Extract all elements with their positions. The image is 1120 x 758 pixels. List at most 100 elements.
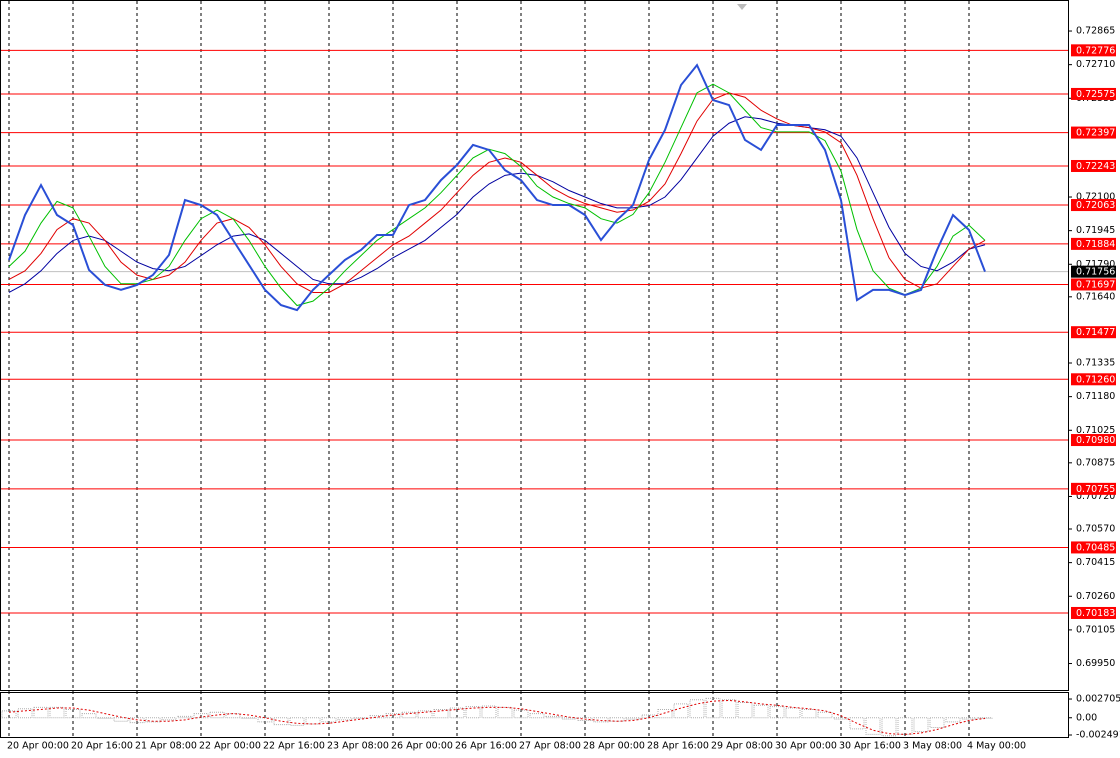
histogram-bar [49,706,65,719]
level-label-box [1071,278,1116,291]
x-tick-label: 29 Apr 08:00 [711,741,773,752]
histogram-bar [353,717,369,719]
histogram-bar [369,715,385,719]
histogram-bar [113,717,129,722]
level-label-box [1071,373,1116,386]
y-tick-label: 0.70570 [1076,524,1115,535]
level-label-box [1071,126,1116,139]
histogram-bar [753,704,769,719]
x-tick-label: 28 Apr 16:00 [647,741,709,752]
histogram-bar [865,717,881,735]
histogram-bar [289,717,305,726]
histogram-bar [17,708,33,719]
moving-average [8,116,986,293]
histogram-bar [737,702,753,719]
level-label: 0.70980 [1076,435,1115,446]
level-label-box [1071,199,1116,212]
level-label-box [1071,87,1116,100]
histogram-bar [673,703,689,719]
histogram-bar [769,706,785,719]
histogram-bar [561,717,577,720]
histogram-bar [417,710,433,719]
y-tick-label: 0.71025 [1076,425,1115,436]
level-label: 0.72397 [1076,128,1115,139]
y-tick-label: 0.00 [1076,712,1097,723]
histogram-bar [785,707,801,719]
histogram-bar [161,717,177,721]
histogram-bar [305,717,321,725]
y-tick-label: 0.72100 [1076,192,1115,203]
histogram-bar [449,707,465,719]
histogram-bar [145,717,161,723]
y-tick-label: 0.72865 [1076,26,1115,37]
x-tick-label: 26 Apr 00:00 [391,741,453,752]
histogram-bar [977,717,993,719]
x-tick-label: 20 Apr 00:00 [7,741,69,752]
y-tick-label: 0.70415 [1076,557,1115,568]
level-label: 0.72776 [1076,45,1115,56]
price-line [8,63,986,312]
x-tick-label: 27 Apr 08:00 [519,741,581,752]
histogram-bar [945,717,961,723]
x-tick-label: 3 May 08:00 [903,741,962,752]
histogram-bar [497,706,513,719]
signal-line [8,699,986,735]
oscillator-panel [0,692,1069,738]
histogram-bar [881,717,897,737]
y-tick-label: 0.71335 [1076,358,1115,369]
level-label-box [1071,482,1116,495]
x-tick-label: 30 Apr 16:00 [839,741,901,752]
histogram-bar [337,717,353,721]
moving-average [8,83,986,307]
y-tick-label: 0.71945 [1076,225,1115,236]
histogram-bar [97,717,113,719]
level-label: 0.72243 [1076,161,1115,172]
y-tick-label: 0.71640 [1076,291,1115,302]
histogram-bar [65,708,81,719]
current-price-label: 0.71756 [1076,267,1115,278]
histogram-bar [273,717,289,726]
histogram-bar [529,713,545,719]
histogram-bar [801,708,817,719]
histogram-bar [545,715,561,719]
y-tick-label: -0.002491 [1076,729,1120,740]
y-tick-label: 0.002705 [1076,694,1120,705]
y-tick-label: 0.71180 [1076,391,1115,402]
histogram-bar [257,717,273,723]
histogram-bar [641,714,657,719]
shift-marker [737,4,747,10]
level-label-box [1071,159,1116,172]
level-label-box [1071,541,1116,554]
histogram-bar [577,717,593,722]
level-label: 0.71260 [1076,374,1115,385]
level-label-box [1071,326,1116,339]
x-tick-label: 20 Apr 16:00 [71,741,133,752]
x-tick-label: 22 Apr 00:00 [199,741,261,752]
histogram-bar [849,717,865,730]
histogram-bar [321,717,337,723]
x-tick-label: 22 Apr 16:00 [263,741,325,752]
x-tick-label: 30 Apr 00:00 [775,741,837,752]
histogram-bar [433,708,449,719]
current-price-box [1071,265,1116,278]
histogram-bar [209,711,225,719]
x-tick-label: 21 Apr 08:00 [135,741,197,752]
y-tick-label: 0.71790 [1076,259,1115,270]
histogram-bar [913,717,929,733]
histogram-bar [241,717,257,719]
histogram-bar [705,697,721,719]
histogram-bar [833,717,849,720]
main-panel [0,0,1069,691]
x-tick-label: 26 Apr 16:00 [455,741,517,752]
histogram-bar [401,711,417,719]
x-tick-label: 23 Apr 08:00 [327,741,389,752]
y-tick-label: 0.70720 [1076,491,1115,502]
y-tick-label: 0.70105 [1076,624,1115,635]
level-label-box [1071,434,1116,447]
histogram-bar [513,709,529,719]
level-label: 0.70755 [1076,484,1115,495]
y-tick-label: 0.69950 [1076,658,1115,669]
histogram-bar [625,717,641,720]
level-label-box [1071,44,1116,57]
